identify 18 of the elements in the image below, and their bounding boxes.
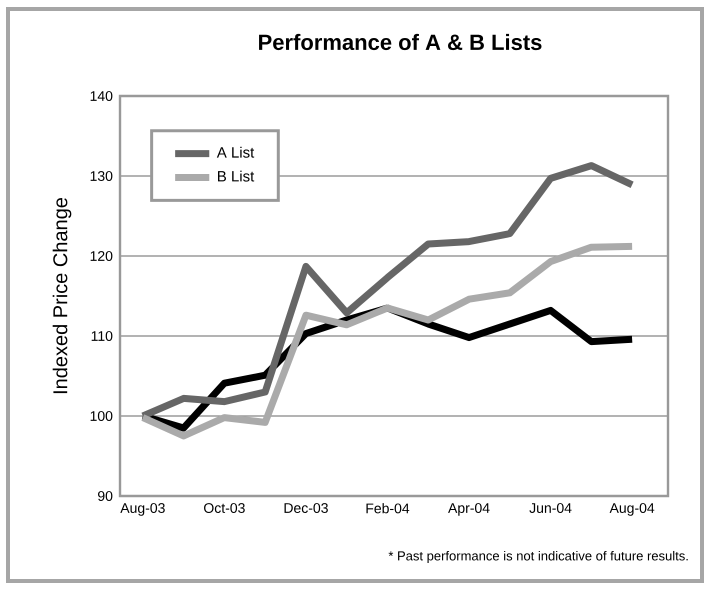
x-tick-label: Jun-04	[529, 503, 572, 513]
y-tick-label: 130	[90, 171, 112, 181]
x-tick-label: Aug-04	[610, 503, 654, 516]
x-tick-label: Dec-03	[284, 503, 328, 513]
x-tick-label: Oct-03	[204, 503, 245, 513]
x-tick-label: Apr-04	[448, 503, 490, 516]
x-tick-label: Aug-03	[120, 503, 165, 516]
x-tick-label: Feb-04	[366, 503, 410, 514]
y-tick-label: 140	[90, 91, 112, 101]
legend-label: B List	[218, 170, 254, 182]
y-tick-label: 120	[90, 251, 112, 261]
y-tick-label: 110	[92, 331, 112, 341]
y-tick-label: 100	[90, 411, 112, 421]
legend-label: A List	[216, 146, 254, 158]
text: * Past performance is not indicative of future results.	[388, 550, 688, 564]
y-axis-title: Indexed Price Change	[52, 198, 72, 394]
chart-title: Performance of A & B Lists	[259, 34, 542, 50]
y-tick-label: 90	[98, 491, 112, 501]
